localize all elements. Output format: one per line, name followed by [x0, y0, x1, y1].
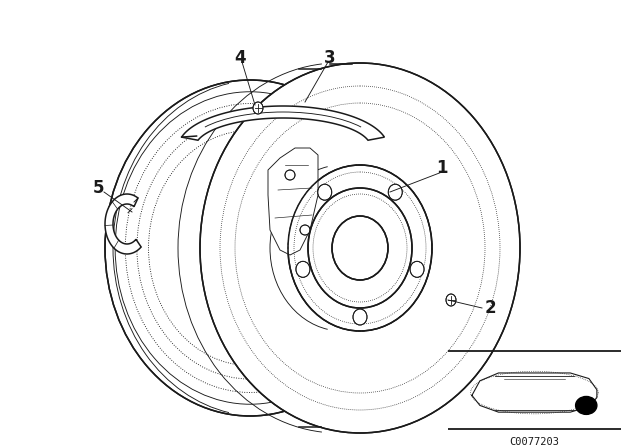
Ellipse shape	[332, 216, 388, 280]
Ellipse shape	[388, 184, 403, 200]
Text: 4: 4	[234, 49, 246, 67]
Circle shape	[575, 396, 597, 414]
Ellipse shape	[288, 165, 432, 331]
Ellipse shape	[446, 294, 456, 306]
Text: 5: 5	[92, 179, 104, 197]
Ellipse shape	[353, 309, 367, 325]
Polygon shape	[268, 148, 318, 255]
Polygon shape	[105, 194, 141, 254]
Ellipse shape	[200, 63, 520, 433]
Ellipse shape	[285, 170, 295, 180]
Text: 2: 2	[484, 299, 496, 317]
Text: 1: 1	[436, 159, 448, 177]
Ellipse shape	[296, 261, 310, 277]
Ellipse shape	[105, 80, 395, 416]
Polygon shape	[182, 106, 385, 140]
Text: C0077203: C0077203	[509, 437, 559, 447]
Ellipse shape	[300, 225, 310, 235]
Ellipse shape	[253, 102, 263, 114]
Ellipse shape	[410, 261, 424, 277]
Ellipse shape	[317, 184, 332, 200]
Ellipse shape	[308, 188, 412, 308]
Text: 3: 3	[324, 49, 336, 67]
